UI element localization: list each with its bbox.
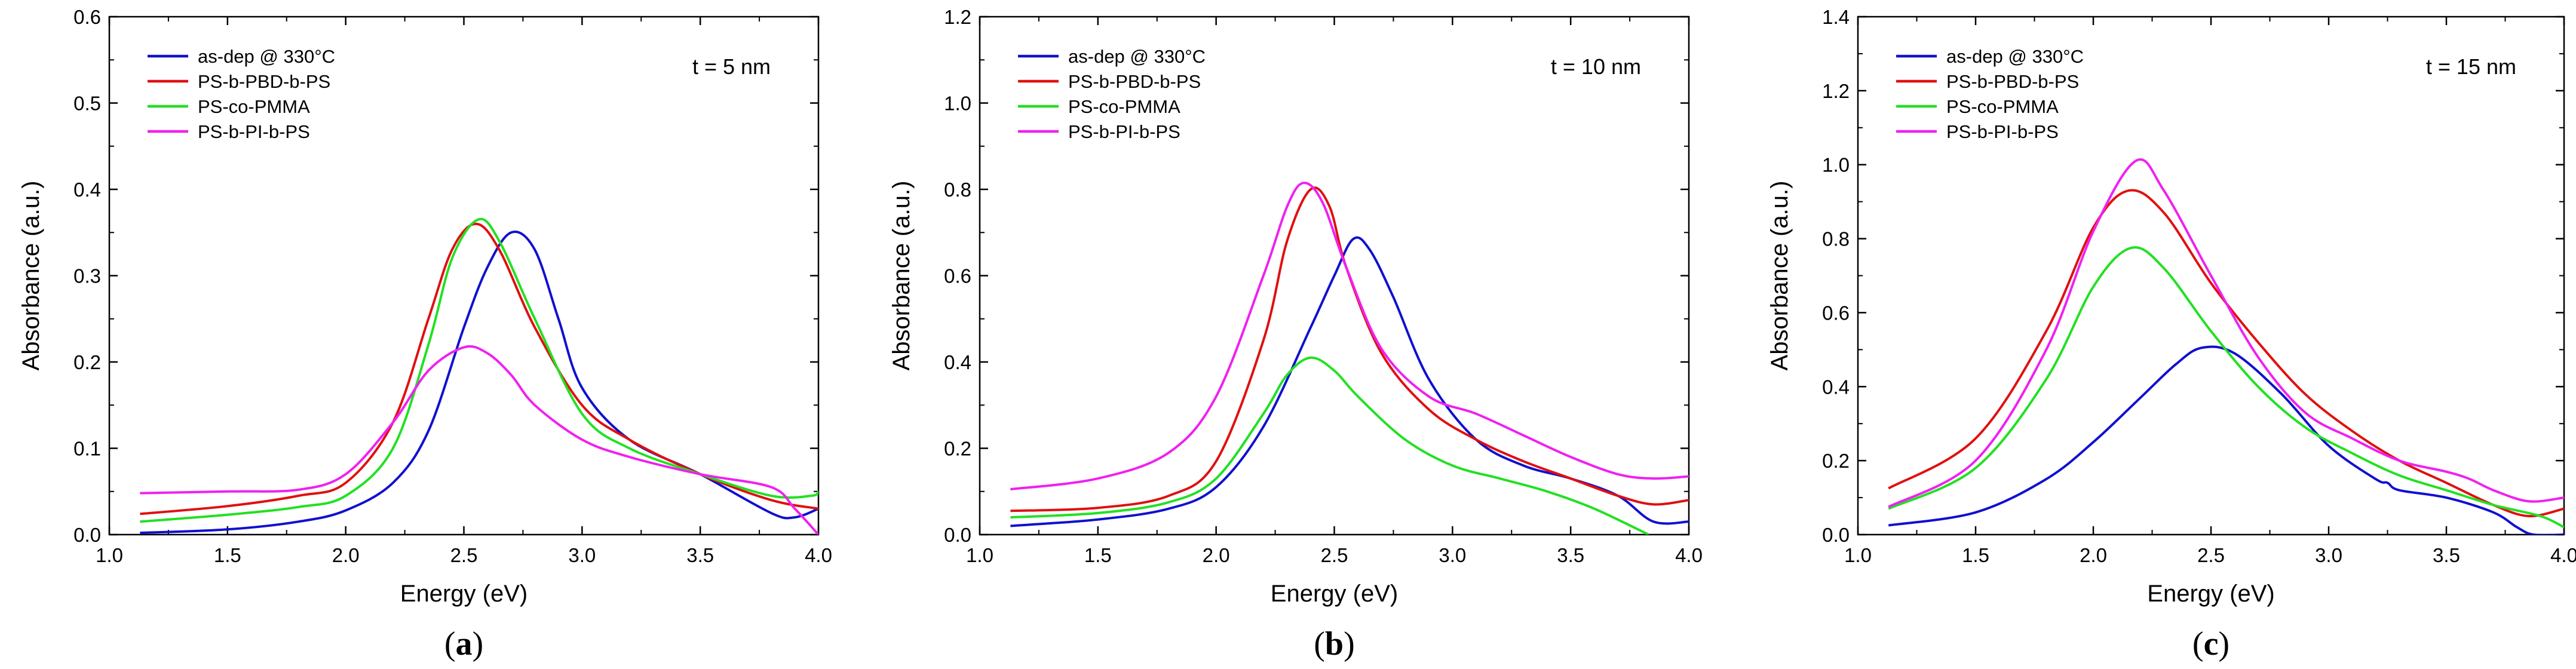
x-tick-label: 1.0 [1844,544,1872,566]
y-tick-label: 0.4 [944,351,971,373]
series-group [140,217,818,535]
y-tick-label: 0.5 [73,93,101,115]
chart-svg-c: 1.0 1.5 2.0 2.5 3.0 3.5 4.0 0.0 0.2 0.4 0.6 0.8 1.0 1… [1767,6,2576,662]
x-axis-title: Energy (eV) [2147,581,2274,607]
x-tick-label: 1.0 [966,544,993,566]
x-tick-label: 4.0 [2550,544,2576,566]
plot-frame [108,16,820,536]
chart-panel-a: 1.0 1.5 2.0 2.5 3.0 3.5 4.0 0.0 0.1 0.2 0.3 0.4 0.5 0… [0,0,854,669]
series-line [1888,158,2564,508]
legend-label: as-dep @ 330°C [1068,46,1206,67]
x-tick-label: 4.0 [1675,544,1703,566]
y-tick-label: 1.4 [1822,6,1850,28]
x-tick-label: 3.0 [1439,544,1466,566]
y-tick-label: 0.8 [1822,228,1850,250]
series-line [140,345,818,535]
y-tick-label: 0.8 [944,179,971,201]
x-tick-label: 4.0 [805,544,832,566]
x-tick-label: 1.5 [1084,544,1112,566]
x-tick-label: 2.0 [332,544,360,566]
x-tick-label: 2.0 [1203,544,1230,566]
series-line [1010,236,1689,527]
y-tick-label: 0.4 [73,179,101,201]
x-axis-title: Energy (eV) [1271,581,1398,607]
y-tick-label: 0.0 [1822,524,1850,546]
y-tick-label: 0.1 [73,438,101,460]
x-tick-label: 2.5 [1321,544,1348,566]
y-axis-title: Absorbance (a.u.) [18,181,44,371]
series-group [1888,158,2564,535]
legend-label: as-dep @ 330°C [1946,46,2084,67]
x-tick-label: 1.5 [1962,544,1989,566]
y-tick-label: 0.2 [944,438,971,460]
legend-label: PS-co-PMMA [1068,96,1180,117]
y-tick-label: 1.2 [944,6,971,28]
legend-label: PS-b-PBD-b-PS [198,71,330,92]
x-tick-label: 1.0 [96,544,123,566]
series-line [1010,356,1649,535]
panel-label: (c) [2192,625,2230,662]
legend-label: PS-b-PBD-b-PS [1946,71,2079,92]
y-tick-label: 0.6 [1822,302,1850,324]
legend-label: PS-b-PBD-b-PS [1068,71,1201,92]
x-axis-title: Energy (eV) [400,581,528,607]
y-tick-label: 1.0 [1822,154,1850,176]
legend-label: PS-co-PMMA [1946,96,2059,117]
series-line [140,222,818,515]
panel-label: (b) [1314,625,1354,662]
thickness-annotation: t = 15 nm [2426,54,2516,79]
chart-panel-b: 1.0 1.5 2.0 2.5 3.0 3.5 4.0 0.0 0.2 0.4 0.6 0.8 1.0 1… [860,0,1715,669]
x-tick-label: 1.5 [214,544,241,566]
series-line [1010,182,1689,491]
y-tick-label: 0.4 [1822,376,1850,398]
series-line [1888,345,2564,535]
chart-svg-a: 1.0 1.5 2.0 2.5 3.0 3.5 4.0 0.0 0.1 0.2 0.3 0.4 0.5 0… [18,6,832,662]
y-axis-title: Absorbance (a.u.) [1767,181,1793,371]
y-axis-title: Absorbance (a.u.) [888,181,915,371]
legend-label: PS-b-PI-b-PS [1068,121,1180,142]
x-tick-label: 2.0 [2080,544,2107,566]
chart-svg-b: 1.0 1.5 2.0 2.5 3.0 3.5 4.0 0.0 0.2 0.4 0.6 0.8 1.0 1… [888,6,1703,662]
y-tick-label: 0.2 [1822,450,1850,472]
y-tick-label: 0.0 [73,524,101,546]
legend-label: as-dep @ 330°C [198,46,335,67]
series-line [1010,186,1689,513]
x-tick-label: 3.5 [2433,544,2460,566]
y-tick-label: 1.0 [944,93,971,115]
legend-label: PS-b-PI-b-PS [198,121,310,142]
x-tick-label: 2.5 [450,544,478,566]
series-line [1888,189,2564,518]
chart-panel-c: 1.0 1.5 2.0 2.5 3.0 3.5 4.0 0.0 0.2 0.4 0.6 0.8 1.0 1… [1732,0,2576,669]
x-tick-label: 3.5 [686,544,714,566]
y-tick-label: 1.2 [1822,80,1850,102]
y-tick-label: 0.6 [944,265,971,287]
thickness-annotation: t = 10 nm [1551,54,1641,79]
legend-label: PS-b-PI-b-PS [1946,121,2059,142]
legend-label: PS-co-PMMA [198,96,310,117]
y-tick-label: 0.2 [73,351,101,373]
y-tick-label: 0.3 [73,265,101,287]
series-line [1888,246,2564,529]
panel-label: (a) [444,625,483,662]
x-tick-label: 3.5 [1557,544,1584,566]
x-tick-label: 3.0 [568,544,596,566]
x-tick-label: 2.5 [2197,544,2225,566]
series-group [1010,182,1689,535]
y-tick-label: 0.0 [944,524,971,546]
series-line [140,231,818,535]
x-tick-label: 3.0 [2315,544,2342,566]
y-tick-label: 0.6 [73,6,101,28]
thickness-annotation: t = 5 nm [692,54,771,79]
